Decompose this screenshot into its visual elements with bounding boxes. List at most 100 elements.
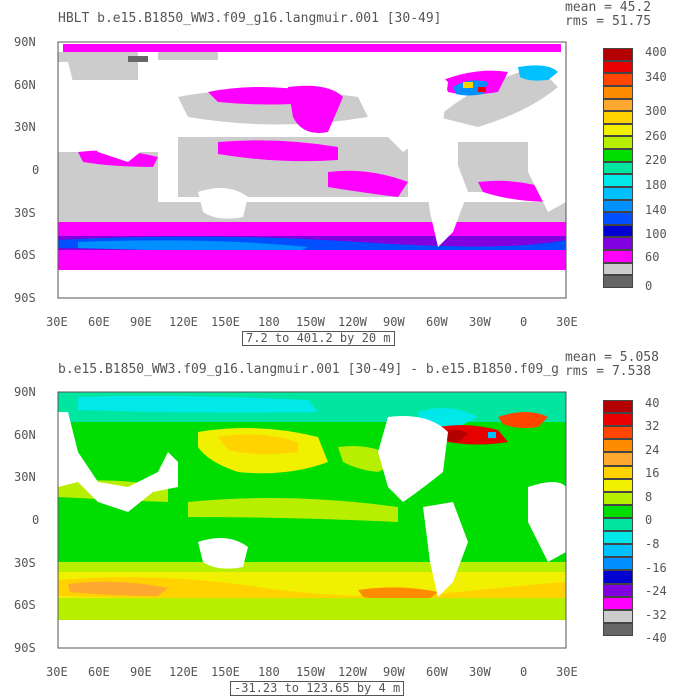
panel-1-colorbar-label: 260 (645, 129, 667, 143)
panel-2-colorbar-label: -8 (645, 537, 660, 551)
panel-2-lon-label: 150W (296, 665, 325, 679)
colorbar-swatch (603, 544, 633, 558)
panel-2-colorbar-label: -16 (645, 561, 667, 575)
panel-2-colorbar-label: 8 (645, 490, 653, 504)
colorbar-swatch (603, 478, 633, 492)
colorbar-swatch (603, 73, 633, 86)
colorbar-swatch (603, 186, 633, 200)
panel-2-colorbar-label: 40 (645, 396, 660, 410)
colorbar-swatch (603, 275, 633, 288)
panel-1-rms: rms = 51.75 (565, 14, 652, 29)
colorbar-swatch (603, 557, 633, 571)
panel-2-lon-label: 180 (258, 665, 280, 679)
panel-1-colorbar-label: 180 (645, 178, 667, 192)
colorbar-swatch (603, 531, 633, 545)
colorbar-swatch (603, 48, 633, 61)
panel-1-lat-label: 90N (14, 35, 36, 49)
colorbar-swatch (603, 85, 633, 99)
panel-1-lon-label: 90E (130, 315, 152, 329)
colorbar-swatch (603, 212, 633, 225)
panel-2-lat-label: 60S (14, 598, 36, 612)
colorbar-swatch (603, 237, 633, 251)
panel-2-lat-label: 30S (14, 556, 36, 570)
panel-1-lon-label: 120E (169, 315, 198, 329)
colorbar-swatch (603, 199, 633, 213)
colorbar-swatch (603, 98, 633, 112)
panel-1-title: HBLT b.e15.B1850_WW3.f09_g16.langmuir.00… (58, 11, 442, 26)
panel-2-lon-label: 150E (211, 665, 240, 679)
panel-2-rms: rms = 7.538 (565, 364, 652, 379)
colorbar-swatch (603, 504, 633, 518)
panel-1-colorbar-label: 0 (645, 279, 653, 293)
panel-2-lon-label: 60W (426, 665, 448, 679)
panel-1-colorbar-label: 300 (645, 104, 667, 118)
colorbar-swatch (603, 518, 633, 532)
panel-2-colorbar-label: -32 (645, 608, 667, 622)
panel-2-lat-label: 0 (32, 513, 40, 527)
panel-1-lon-label: 180 (258, 315, 280, 329)
colorbar-swatch (603, 596, 633, 610)
colorbar-swatch (603, 491, 633, 505)
colorbar-swatch (603, 262, 633, 276)
panel-2-colorbar-label: 16 (645, 466, 660, 480)
panel-2-lat-label: 30N (14, 470, 36, 484)
panel-2-lat-label: 90S (14, 641, 36, 655)
panel-2-lon-label: 90E (130, 665, 152, 679)
colorbar-swatch (603, 250, 633, 263)
panel-2-range: -31.23 to 123.65 by 4 m (230, 681, 405, 696)
panel-2-lon-label: 30E (46, 665, 68, 679)
panel-2-colorbar (603, 400, 633, 636)
panel-2-mean: mean = 5.058 (565, 350, 659, 365)
panel-2-colorbar-label: 24 (645, 443, 660, 457)
panel-1-lon-label: 0 (520, 315, 528, 329)
panel-2-colorbar-label: 0 (645, 513, 653, 527)
panel-1-mean: mean = 45.2 (565, 0, 652, 15)
panel-1-colorbar-label: 400 (645, 45, 667, 59)
panel-1-lat-label: 30S (14, 206, 36, 220)
panel-1-lon-label: 30E (46, 315, 68, 329)
panel-1-colorbar-label: 60 (645, 250, 660, 264)
panel-1-lon-label: 30E (556, 315, 578, 329)
panel-1-range: 7.2 to 401.2 by 20 m (242, 331, 395, 346)
colorbar-swatch (603, 149, 633, 162)
panel-2-title: b.e15.B1850_WW3.f09_g16.langmuir.001 [30… (58, 363, 558, 377)
panel-1-lat-label: 60N (14, 78, 36, 92)
panel-2-lon-label: 120E (169, 665, 198, 679)
colorbar-swatch (603, 413, 633, 427)
colorbar-swatch (603, 174, 633, 187)
panel-1-lat-label: 60S (14, 248, 36, 262)
colorbar-swatch (603, 609, 633, 623)
colorbar-swatch (603, 111, 633, 124)
panel-1-colorbar-label: 100 (645, 227, 667, 241)
colorbar-swatch (603, 224, 633, 238)
colorbar-swatch (603, 583, 633, 597)
panel-2-lat-label: 60N (14, 428, 36, 442)
colorbar-swatch (603, 465, 633, 479)
panel-1-lon-label: 150W (296, 315, 325, 329)
colorbar-swatch (603, 60, 633, 74)
panel-1-lon-label: 90W (383, 315, 405, 329)
panel-1-lon-label: 150E (211, 315, 240, 329)
panel-1-lat-label: 90S (14, 291, 36, 305)
panel-1-colorbar (603, 48, 633, 288)
colorbar-swatch (603, 161, 633, 175)
colorbar-swatch (603, 439, 633, 453)
panel-2-lon-label: 60E (88, 665, 110, 679)
colorbar-swatch (603, 452, 633, 466)
colorbar-swatch (603, 400, 633, 414)
colorbar-swatch (603, 570, 633, 584)
panel-1-lon-label: 60W (426, 315, 448, 329)
panel-2-lon-label: 30E (556, 665, 578, 679)
colorbar-swatch (603, 622, 633, 636)
panel-1-colorbar-label: 340 (645, 70, 667, 84)
panel-1-lon-label: 30W (469, 315, 491, 329)
colorbar-swatch (603, 136, 633, 150)
panel-1-lon-label: 60E (88, 315, 110, 329)
panel-2-lon-label: 0 (520, 665, 528, 679)
panel-2-map (57, 391, 567, 649)
panel-1-lat-label: 0 (32, 163, 40, 177)
colorbar-swatch (603, 426, 633, 440)
panel-2-colorbar-label: -24 (645, 584, 667, 598)
panel-1-map (57, 41, 567, 299)
panel-1-lon-label: 120W (338, 315, 367, 329)
